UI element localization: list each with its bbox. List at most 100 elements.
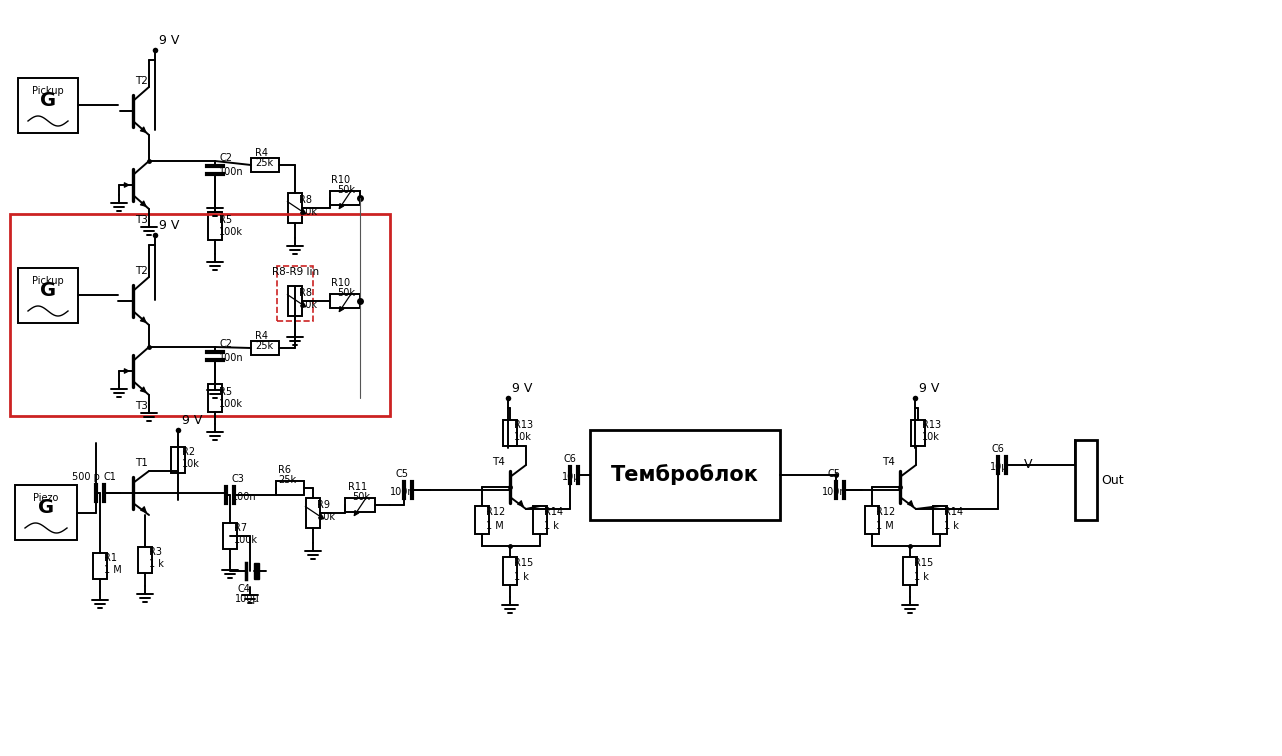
Text: C4: C4 <box>238 584 251 594</box>
Text: 25k: 25k <box>278 475 296 485</box>
Text: 50k: 50k <box>317 512 335 522</box>
Text: 500 p: 500 p <box>72 472 100 482</box>
Text: 100n: 100n <box>232 492 256 502</box>
Text: R11: R11 <box>347 482 367 492</box>
Text: Piezo: Piezo <box>33 493 59 503</box>
Text: G: G <box>40 91 56 110</box>
Bar <box>171 447 185 473</box>
Text: 100n: 100n <box>219 353 244 363</box>
Bar <box>251 158 279 172</box>
Text: 50k: 50k <box>299 207 317 217</box>
Text: R13: R13 <box>514 420 533 430</box>
Text: 25k: 25k <box>255 158 273 168</box>
Bar <box>10 214 390 416</box>
Text: Pickup: Pickup <box>32 276 64 286</box>
Bar <box>476 506 488 534</box>
Bar <box>533 506 547 534</box>
Text: 1 k: 1 k <box>149 559 164 569</box>
Text: T4: T4 <box>492 457 505 467</box>
Text: 100n: 100n <box>822 487 846 497</box>
Text: C3: C3 <box>232 474 245 484</box>
Text: R8: R8 <box>299 195 312 205</box>
Text: G: G <box>40 281 56 300</box>
Text: 50k: 50k <box>353 492 370 502</box>
Text: R4: R4 <box>255 331 268 341</box>
Text: R8-R9 lin: R8-R9 lin <box>272 267 319 277</box>
Text: C1: C1 <box>104 472 117 482</box>
Text: Out: Out <box>1101 473 1123 487</box>
Text: 1 k: 1 k <box>514 572 529 582</box>
Text: 100k: 100k <box>235 535 258 545</box>
Text: C6: C6 <box>564 454 577 464</box>
Text: R9: R9 <box>317 500 329 510</box>
Text: G: G <box>38 498 54 517</box>
Text: 10k: 10k <box>922 432 940 442</box>
Text: 10k: 10k <box>182 459 200 469</box>
Text: R3: R3 <box>149 547 162 557</box>
Text: R7: R7 <box>235 523 247 533</box>
Text: 9 V: 9 V <box>159 219 179 232</box>
Bar <box>1076 440 1097 520</box>
Bar <box>18 78 78 133</box>
Text: 1 k: 1 k <box>544 521 559 531</box>
Bar <box>138 547 153 573</box>
Bar <box>590 430 779 520</box>
Text: R14: R14 <box>544 507 563 517</box>
Text: 100n: 100n <box>390 487 414 497</box>
Bar <box>345 498 376 512</box>
Bar <box>912 420 926 446</box>
Bar <box>223 523 237 549</box>
Bar <box>277 266 313 321</box>
Text: 25k: 25k <box>255 341 273 351</box>
Text: V: V <box>1024 458 1032 472</box>
Text: 1 k: 1 k <box>914 572 929 582</box>
Text: R15: R15 <box>914 558 933 568</box>
Text: R6: R6 <box>278 465 291 475</box>
Text: 9 V: 9 V <box>919 382 940 395</box>
Text: R15: R15 <box>514 558 533 568</box>
Text: 100μ: 100μ <box>235 594 260 604</box>
Text: R8: R8 <box>299 288 312 298</box>
Text: R14: R14 <box>944 507 963 517</box>
Bar <box>208 212 222 240</box>
Bar <box>15 485 77 540</box>
Bar <box>251 341 279 355</box>
Text: 100k: 100k <box>219 227 244 237</box>
Text: 1 k: 1 k <box>944 521 959 531</box>
Bar <box>903 557 917 585</box>
Text: 1 M: 1 M <box>104 565 122 575</box>
Bar <box>933 506 947 534</box>
Text: R13: R13 <box>922 420 941 430</box>
Text: R2: R2 <box>182 447 195 457</box>
Text: R4: R4 <box>255 148 268 158</box>
Bar <box>503 557 517 585</box>
Bar <box>865 506 879 534</box>
Text: 1 M: 1 M <box>876 521 894 531</box>
Text: 9 V: 9 V <box>512 382 532 395</box>
Bar <box>503 420 517 446</box>
Text: 9 V: 9 V <box>182 414 203 427</box>
Text: C5: C5 <box>828 469 841 479</box>
Bar <box>329 191 360 205</box>
Text: 50k: 50k <box>337 288 355 298</box>
Text: R1: R1 <box>104 553 117 563</box>
Bar <box>306 498 320 528</box>
Text: 100n: 100n <box>219 167 244 177</box>
Text: R12: R12 <box>486 507 505 517</box>
Text: C6: C6 <box>992 444 1005 454</box>
Text: 1 M: 1 M <box>486 521 504 531</box>
Text: T2: T2 <box>135 266 147 276</box>
Bar <box>276 481 304 495</box>
Text: Темброблок: Темброблок <box>612 464 759 485</box>
Text: R10: R10 <box>331 175 350 185</box>
Text: T2: T2 <box>135 76 147 86</box>
Bar <box>288 286 303 316</box>
Bar <box>329 294 360 308</box>
Bar <box>94 553 106 579</box>
Bar <box>208 384 222 412</box>
Text: T4: T4 <box>882 457 895 467</box>
Polygon shape <box>254 563 259 579</box>
Text: Pickup: Pickup <box>32 86 64 96</box>
Text: 100k: 100k <box>219 399 244 409</box>
Text: 10μ: 10μ <box>562 472 581 482</box>
